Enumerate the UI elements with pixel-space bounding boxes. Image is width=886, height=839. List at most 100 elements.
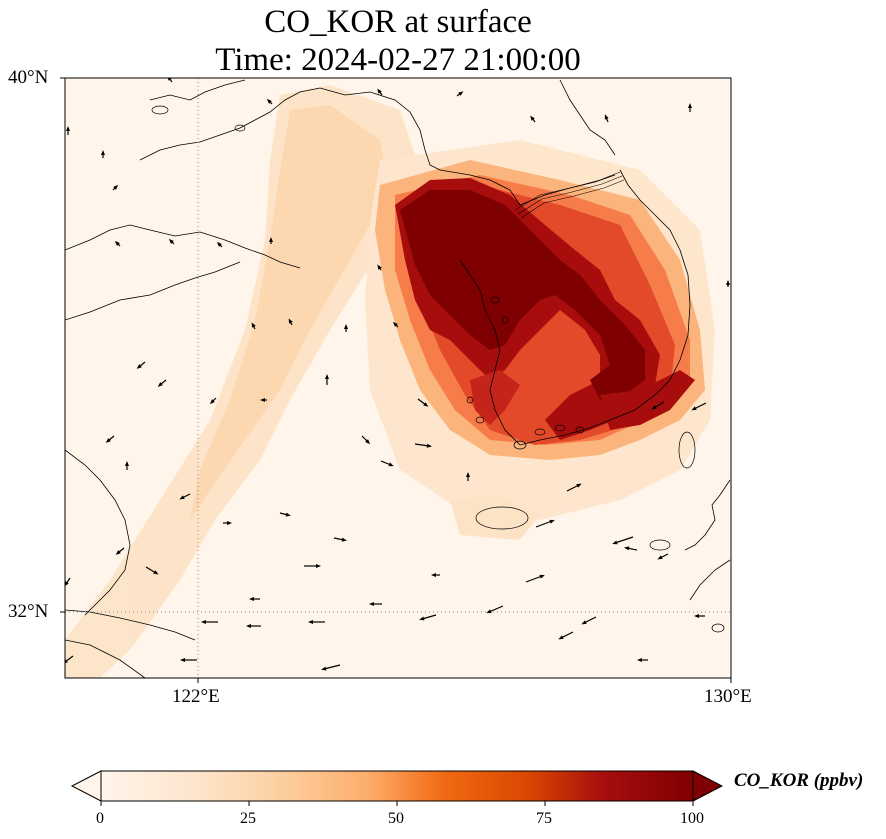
wind-arrow-head: [227, 521, 232, 525]
wind-arrow-head: [458, 91, 464, 96]
wind-arrow-head: [209, 399, 215, 405]
wind-arrow-head: [392, 321, 398, 327]
lat-tick-40: 40°N: [8, 67, 49, 88]
colorbar-tick-25: 25: [240, 810, 256, 827]
wind-arrow-head: [431, 573, 436, 577]
colorbar-tick-100: 100: [680, 810, 704, 827]
wind-arrow-shaft: [421, 614, 437, 620]
lon-tick-130: 130°E: [704, 686, 752, 707]
colorbar-tick-0: 0: [96, 810, 104, 827]
wind-arrow-head: [558, 635, 564, 640]
wind-arrow-head: [377, 264, 382, 270]
lat-tick-32: 32°N: [8, 601, 49, 622]
colorbar-tick-50: 50: [388, 810, 404, 827]
wind-arrow-head: [691, 406, 697, 411]
wind-arrow-head: [246, 624, 251, 628]
wind-arrow-shaft: [535, 520, 553, 528]
wind-arrow-shaft: [525, 575, 543, 583]
wind-arrow-head: [167, 78, 172, 81]
wind-arrow-head: [249, 597, 254, 601]
map-plot-area: [65, 78, 731, 678]
axis-tick-marks: [60, 77, 732, 683]
wind-arrow-head: [369, 602, 374, 606]
colorbar: [70, 770, 724, 806]
wind-arrow-head: [325, 374, 329, 379]
wind-arrow-head: [113, 184, 119, 190]
wind-arrow-head: [216, 241, 222, 247]
wind-arrow-shaft: [323, 664, 341, 670]
wind-arrow-head: [549, 519, 555, 524]
wind-arrow-head: [65, 659, 68, 664]
wind-arrow-head: [576, 483, 582, 488]
wind-arrow-head: [377, 88, 382, 94]
gridlines: [65, 78, 731, 678]
map-frame: [64, 77, 732, 679]
wind-arrow-head: [726, 280, 730, 285]
map-title-line1: CO_KOR at surface: [264, 4, 532, 40]
colorbar-gradient: [101, 771, 693, 801]
wind-arrow-shaft: [560, 631, 574, 639]
wind-arrow-head: [624, 546, 630, 551]
colorbar-extend-max: [692, 770, 724, 802]
wind-arrow-head: [251, 322, 256, 328]
wind-arrow-head: [365, 439, 371, 445]
wind-arrow-shaft: [693, 402, 707, 410]
wind-arrow-head: [308, 620, 313, 624]
lon-tick-122: 122°E: [172, 686, 220, 707]
wind-arrow-shaft: [583, 616, 597, 624]
concentration-field-high: [395, 178, 695, 440]
wind-arrow-head: [316, 564, 321, 568]
wind-arrow-head: [486, 609, 492, 614]
coastlines: [65, 79, 731, 678]
wind-arrow-head: [114, 240, 120, 246]
wind-arrow-head: [604, 114, 609, 120]
wind-arrow-head: [65, 581, 69, 587]
wind-arrow-shaft: [488, 605, 504, 613]
wind-arrow-shaft: [614, 536, 634, 544]
colorbar-tick-75: 75: [536, 810, 552, 827]
map-title-line2: Time: 2024-02-27 21:00:00: [215, 42, 581, 78]
wind-arrow-head: [288, 318, 293, 324]
islands: [151, 105, 725, 633]
wind-arrow-head: [266, 98, 272, 104]
wind-arrow-head: [115, 550, 121, 555]
wind-arrow-head: [101, 150, 105, 155]
wind-arrow-head: [423, 402, 429, 407]
colorbar-label: CO_KOR (ppbv): [734, 770, 864, 791]
wind-arrow-head: [341, 537, 347, 542]
wind-arrow-head: [419, 616, 425, 621]
wind-vectors: [65, 78, 730, 671]
wind-arrow-head: [612, 540, 618, 545]
wind-arrow-head: [530, 115, 535, 121]
wind-arrow-head: [179, 495, 185, 500]
wind-arrow-head: [321, 666, 327, 671]
wind-arrow-head: [581, 620, 587, 625]
wind-arrow-head: [688, 103, 692, 108]
wind-arrow-head: [388, 462, 394, 467]
wind-arrow-head: [694, 614, 699, 618]
wind-arrow-head: [105, 438, 111, 443]
wind-arrow-head: [125, 461, 129, 466]
wind-arrow-head: [426, 443, 432, 448]
wind-arrow-head: [344, 324, 348, 329]
wind-arrow-head: [539, 574, 545, 579]
border-lines: [514, 171, 625, 219]
wind-arrow-head: [466, 472, 470, 477]
wind-arrow-shaft: [414, 443, 430, 447]
wind-arrow-head: [201, 620, 206, 624]
wind-arrow-head: [285, 512, 291, 517]
wind-arrow-head: [260, 398, 265, 402]
colorbar-extend-min: [70, 770, 102, 802]
wind-arrow-head: [66, 126, 70, 131]
wind-arrow-head: [651, 405, 657, 410]
wind-arrow-head: [637, 658, 642, 662]
wind-arrow-head: [157, 382, 163, 387]
wind-arrow-head: [168, 238, 174, 244]
wind-arrow-head: [136, 364, 142, 369]
wind-arrow-shaft: [566, 484, 580, 492]
wind-arrow-head: [153, 570, 159, 575]
wind-arrow-head: [269, 237, 273, 242]
wind-arrow-head: [657, 555, 663, 560]
wind-arrow-head: [180, 658, 185, 662]
